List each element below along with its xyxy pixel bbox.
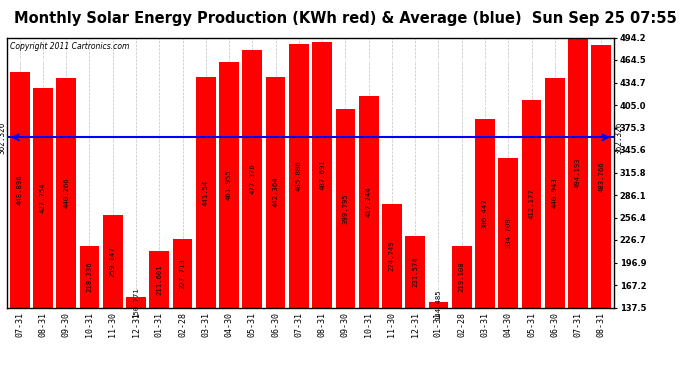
Bar	[172, 239, 193, 308]
Text: 219.108: 219.108	[459, 261, 465, 292]
Bar	[219, 62, 239, 308]
Text: 461.955: 461.955	[226, 170, 232, 200]
Text: 483.766: 483.766	[598, 161, 604, 192]
Bar	[591, 45, 611, 308]
Text: 231.574: 231.574	[412, 256, 418, 287]
Bar	[498, 158, 518, 308]
Text: 485.886: 485.886	[296, 160, 302, 191]
Bar	[359, 96, 379, 308]
Bar	[313, 42, 332, 308]
Bar	[57, 78, 76, 308]
Text: 362.326: 362.326	[614, 121, 623, 153]
Bar	[150, 251, 169, 308]
Bar	[10, 72, 30, 308]
Bar	[452, 246, 471, 308]
Text: 417.244: 417.244	[366, 186, 372, 217]
Text: 386.447: 386.447	[482, 198, 488, 229]
Text: Copyright 2011 Cartronics.com: Copyright 2011 Cartronics.com	[10, 42, 129, 51]
Bar	[545, 78, 564, 308]
Bar	[428, 302, 448, 307]
Text: 440.943: 440.943	[552, 177, 558, 208]
Text: 274.749: 274.749	[389, 240, 395, 271]
Text: 399.795: 399.795	[342, 193, 348, 224]
Bar	[568, 38, 588, 308]
Bar	[266, 77, 286, 308]
Text: 448.896: 448.896	[17, 174, 23, 205]
Bar	[335, 109, 355, 307]
Text: 362.326: 362.326	[0, 121, 7, 153]
Text: 227.713: 227.713	[179, 258, 186, 289]
Text: 259.147: 259.147	[110, 246, 116, 277]
Bar	[382, 204, 402, 308]
Text: Monthly Solar Energy Production (KWh red) & Average (blue)  Sun Sep 25 07:55: Monthly Solar Energy Production (KWh red…	[14, 11, 676, 26]
Bar	[196, 77, 216, 308]
Bar	[289, 44, 308, 308]
Text: 487.691: 487.691	[319, 160, 325, 190]
Bar	[33, 88, 53, 308]
Bar	[103, 215, 123, 308]
Text: 218.336: 218.336	[86, 262, 92, 292]
Text: 412.177: 412.177	[529, 188, 535, 219]
Text: 442.364: 442.364	[273, 177, 279, 207]
Bar	[126, 297, 146, 307]
Bar	[79, 246, 99, 308]
Text: 441.54: 441.54	[203, 179, 209, 206]
Text: 440.266: 440.266	[63, 178, 69, 208]
Bar	[405, 236, 425, 308]
Text: 150.771: 150.771	[133, 287, 139, 318]
Text: 334.709: 334.709	[505, 217, 511, 248]
Bar	[242, 50, 262, 308]
Text: 427.754: 427.754	[40, 182, 46, 213]
Bar	[475, 119, 495, 308]
Bar	[522, 100, 542, 308]
Text: 211.601: 211.601	[156, 264, 162, 295]
Text: 494.193: 494.193	[575, 157, 581, 188]
Text: 477.376: 477.376	[249, 164, 255, 194]
Text: 144.485: 144.485	[435, 290, 442, 320]
